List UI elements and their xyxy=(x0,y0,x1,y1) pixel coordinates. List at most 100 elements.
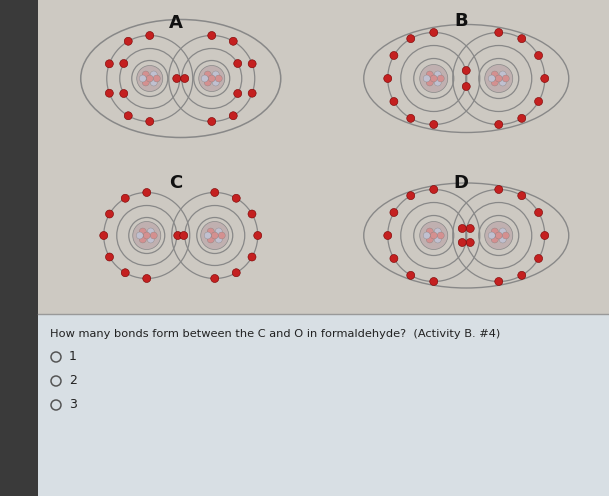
Circle shape xyxy=(491,236,498,243)
Circle shape xyxy=(466,239,474,247)
Circle shape xyxy=(146,75,153,82)
Bar xyxy=(38,314,609,496)
Circle shape xyxy=(420,222,448,249)
Circle shape xyxy=(430,277,438,286)
Circle shape xyxy=(229,37,238,45)
Circle shape xyxy=(499,228,506,235)
Circle shape xyxy=(124,112,132,120)
Circle shape xyxy=(174,232,181,240)
Circle shape xyxy=(211,232,218,239)
Circle shape xyxy=(215,75,222,82)
Circle shape xyxy=(458,239,466,247)
Circle shape xyxy=(426,228,433,235)
Circle shape xyxy=(150,71,157,78)
Circle shape xyxy=(229,112,238,120)
Circle shape xyxy=(430,75,437,82)
Circle shape xyxy=(434,236,442,243)
Circle shape xyxy=(390,98,398,106)
Circle shape xyxy=(462,66,470,74)
Circle shape xyxy=(143,71,149,78)
Circle shape xyxy=(390,208,398,216)
Circle shape xyxy=(147,228,154,235)
Circle shape xyxy=(434,228,442,235)
Circle shape xyxy=(153,75,160,82)
Circle shape xyxy=(207,236,214,243)
Circle shape xyxy=(518,115,526,123)
Circle shape xyxy=(208,118,216,125)
Circle shape xyxy=(201,222,229,249)
Circle shape xyxy=(458,225,466,233)
Circle shape xyxy=(133,222,161,249)
Circle shape xyxy=(495,232,502,239)
Circle shape xyxy=(407,271,415,279)
Circle shape xyxy=(502,232,509,239)
Circle shape xyxy=(136,232,143,239)
Circle shape xyxy=(518,271,526,279)
Circle shape xyxy=(120,89,128,98)
Circle shape xyxy=(143,188,151,196)
Text: B: B xyxy=(454,11,468,29)
Circle shape xyxy=(248,89,256,97)
Circle shape xyxy=(384,232,392,240)
Circle shape xyxy=(462,82,470,90)
Bar xyxy=(38,0,609,314)
Circle shape xyxy=(211,188,219,196)
Circle shape xyxy=(181,74,189,82)
Circle shape xyxy=(390,254,398,262)
Circle shape xyxy=(423,75,430,82)
Circle shape xyxy=(248,60,256,68)
Circle shape xyxy=(518,191,526,200)
Text: 2: 2 xyxy=(69,374,77,387)
Circle shape xyxy=(426,79,433,86)
Circle shape xyxy=(105,60,113,68)
Circle shape xyxy=(426,71,433,78)
Circle shape xyxy=(541,232,549,240)
Circle shape xyxy=(407,35,415,43)
Circle shape xyxy=(143,79,149,86)
Circle shape xyxy=(495,75,502,82)
Circle shape xyxy=(180,232,188,240)
Circle shape xyxy=(218,232,225,239)
Circle shape xyxy=(430,186,438,193)
Circle shape xyxy=(407,191,415,200)
Circle shape xyxy=(204,232,211,239)
Circle shape xyxy=(491,71,498,78)
Text: C: C xyxy=(169,175,182,192)
Circle shape xyxy=(232,194,240,202)
Circle shape xyxy=(434,79,442,86)
Circle shape xyxy=(105,210,113,218)
Circle shape xyxy=(495,277,503,286)
Circle shape xyxy=(150,79,157,86)
Circle shape xyxy=(499,236,506,243)
Circle shape xyxy=(100,232,108,240)
Circle shape xyxy=(211,274,219,283)
Circle shape xyxy=(204,79,211,86)
Circle shape xyxy=(248,210,256,218)
Circle shape xyxy=(407,115,415,123)
Bar xyxy=(0,0,38,496)
Circle shape xyxy=(204,71,211,78)
Circle shape xyxy=(150,232,157,239)
Circle shape xyxy=(207,228,214,235)
Circle shape xyxy=(541,74,549,82)
Circle shape xyxy=(121,269,129,277)
Circle shape xyxy=(254,232,262,240)
Circle shape xyxy=(437,75,444,82)
Circle shape xyxy=(434,71,442,78)
Circle shape xyxy=(430,121,438,128)
Circle shape xyxy=(173,74,181,82)
Circle shape xyxy=(213,79,219,86)
Text: A: A xyxy=(169,14,183,33)
Circle shape xyxy=(213,71,219,78)
Circle shape xyxy=(139,228,146,235)
Circle shape xyxy=(121,194,129,202)
Circle shape xyxy=(491,79,498,86)
Circle shape xyxy=(430,232,437,239)
Circle shape xyxy=(143,274,151,283)
Circle shape xyxy=(495,28,503,37)
Text: 3: 3 xyxy=(69,398,77,412)
Circle shape xyxy=(208,32,216,40)
Circle shape xyxy=(139,236,146,243)
Circle shape xyxy=(120,60,128,67)
Circle shape xyxy=(437,232,444,239)
